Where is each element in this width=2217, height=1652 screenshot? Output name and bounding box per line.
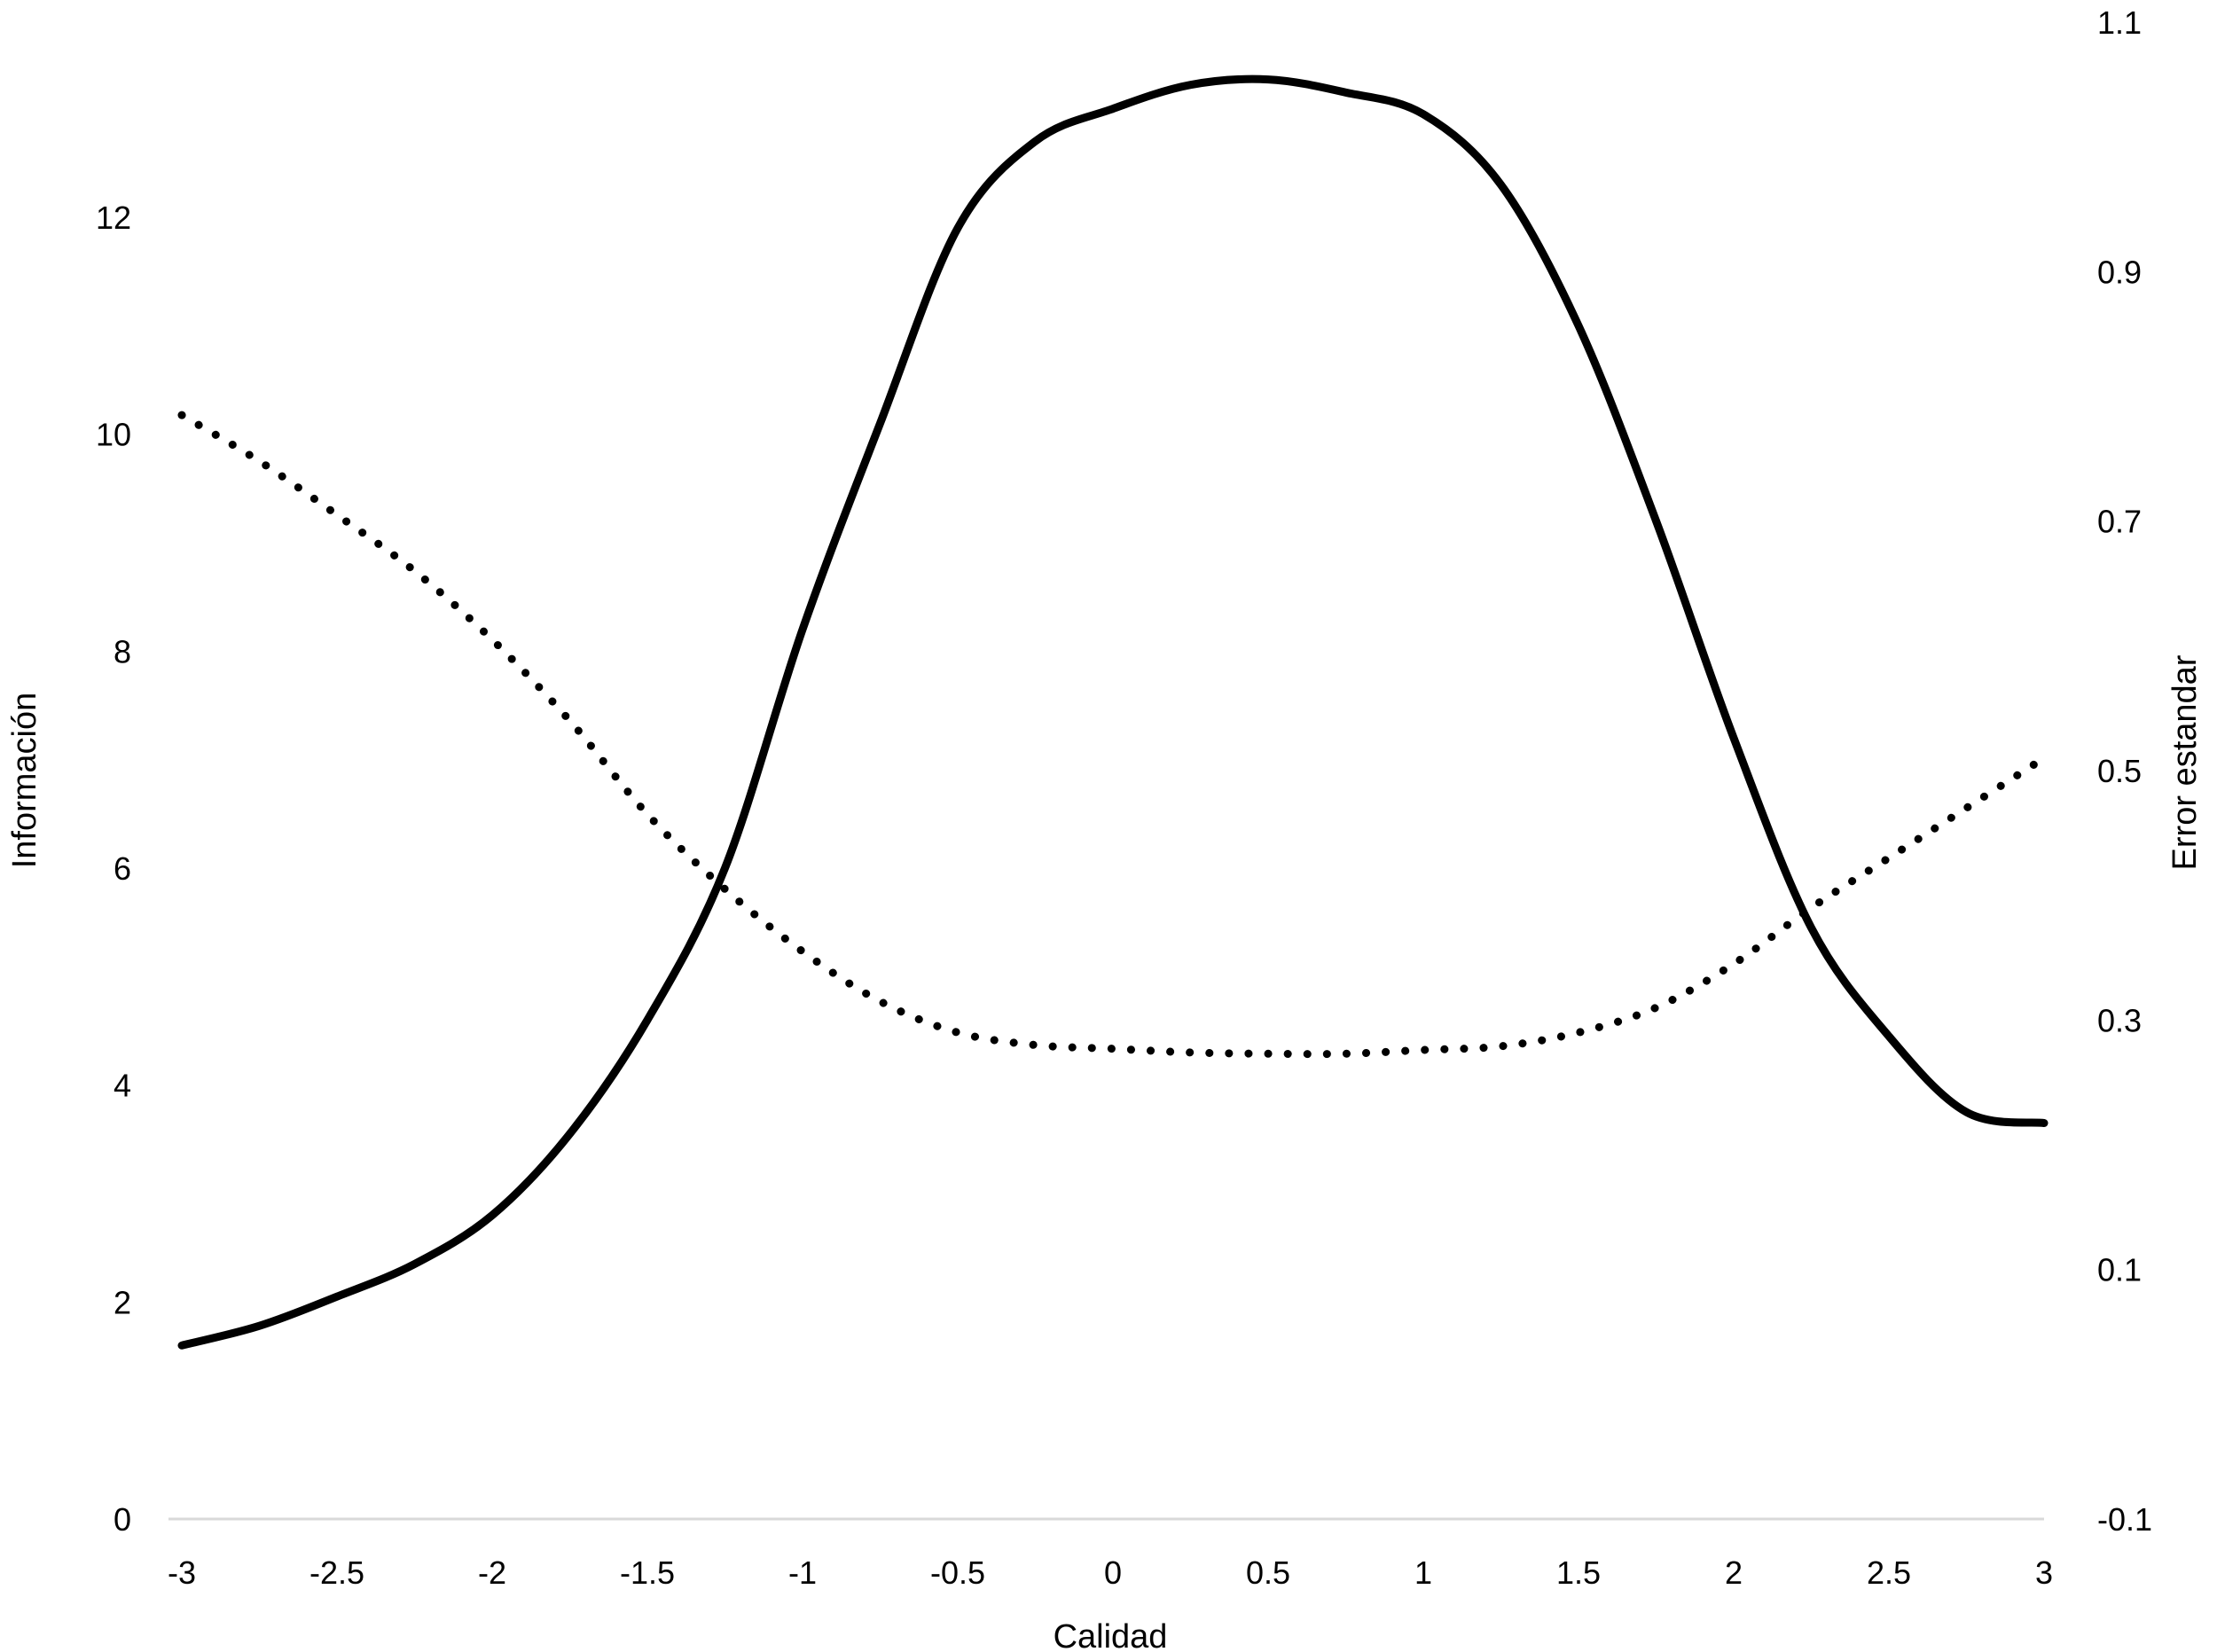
y2-tick-label: 0.7 [2097,504,2142,540]
x-tick-label: -3 [168,1554,196,1591]
y2-tick-label: -0.1 [2097,1501,2152,1538]
x-tick-label: 2 [1725,1554,1743,1591]
x-tick-label: -1 [788,1554,817,1591]
y-tick-label: 0 [114,1501,131,1538]
y2-tick-label: 1.1 [2097,4,2142,41]
y2-tick-label: 0.9 [2097,254,2142,290]
x-tick-labels: -3 -2.5 -2 -1.5 -1 -0.5 0 0.5 1 1.5 2 2.5 3 [168,1554,2053,1591]
series-line-solid [177,74,2049,1350]
y-tick-label: 6 [114,850,131,887]
x-tick-label: -0.5 [930,1554,985,1591]
y2-tick-label: 0.3 [2097,1002,2142,1038]
x-tick-label: 2.5 [1867,1554,1911,1591]
x-tick-label: -2 [478,1554,506,1591]
y-tick-label: 2 [114,1284,131,1320]
x-tick-label: 1.5 [1556,1554,1601,1591]
y-tick-label: 8 [114,633,131,669]
x-tick-label: 3 [2035,1554,2053,1591]
plot-area [177,74,2049,1350]
x-tick-label: 0.5 [1246,1554,1290,1591]
y-tick-label: 12 [96,200,131,236]
x-axis-title: Calidad [1054,1618,1168,1652]
series-line-dotted [177,411,2049,1059]
y2-tick-labels: -0.1 0.1 0.3 0.5 0.7 0.9 1.1 [2097,4,2152,1538]
y2-tick-label: 0.1 [2097,1252,2142,1288]
y-axis-title: Información [6,693,43,869]
y2-tick-label: 0.5 [2097,753,2142,789]
y-tick-label: 4 [114,1068,131,1104]
x-tick-label: 1 [1414,1554,1432,1591]
y-tick-labels: 0 2 4 6 8 10 12 [96,200,131,1538]
y-tick-label: 10 [96,417,131,453]
x-tick-label: -1.5 [620,1554,675,1591]
x-tick-label: -2.5 [309,1554,364,1591]
x-tick-label: 0 [1104,1554,1122,1591]
y2-axis-title: Error estandar [2166,654,2204,870]
